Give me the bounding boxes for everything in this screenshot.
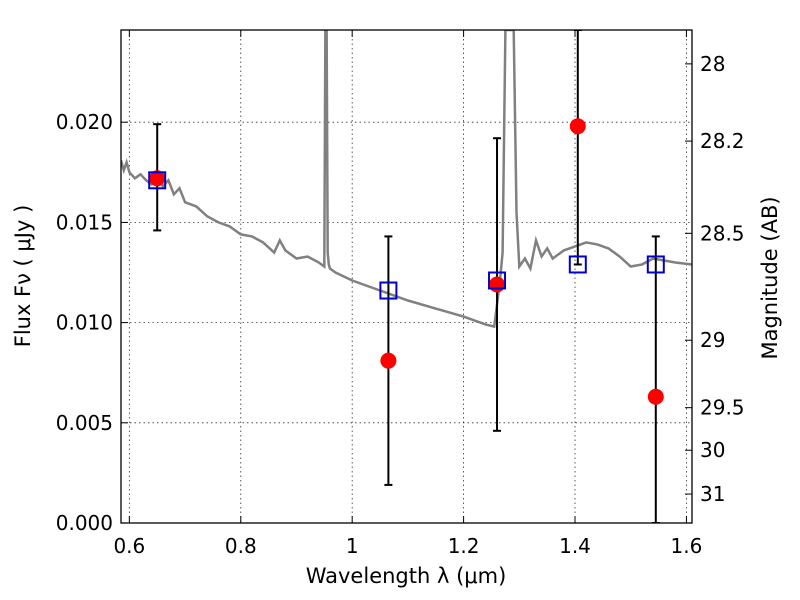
y-tick-label: 0.020 — [56, 110, 113, 134]
y2-tick-label: 28.2 — [700, 129, 745, 153]
y2-tick-labels: 28 28.2 28.5 29 29.5 30 31 — [700, 52, 745, 506]
y-tick-labels: 0.000 0.005 0.010 0.015 0.020 — [56, 110, 113, 535]
x-tick-label: 1.2 — [448, 534, 480, 558]
y2-tick-label: 28 — [700, 52, 725, 76]
model-flux-square — [646, 255, 665, 274]
plot-area — [121, 30, 692, 523]
x-tick-labels: 0.6 0.8 1 1.2 1.4 1.6 — [113, 534, 702, 558]
y-tick-label: 0.015 — [56, 210, 113, 234]
y2-tick-label: 28.5 — [700, 221, 745, 245]
axis-ticks — [121, 30, 692, 524]
x-tick-label: 1 — [346, 534, 359, 558]
y2-axis-label: Magnitude (AB) — [758, 196, 782, 359]
x-tick-label: 1.4 — [559, 534, 591, 558]
observed-flux-point — [647, 388, 664, 405]
y-axis-label: Flux Fν ( μJy ) — [11, 205, 35, 348]
plot-frame — [120, 29, 693, 524]
model-flux-squares — [148, 171, 665, 300]
model-flux-square — [379, 281, 398, 300]
model-flux-square — [148, 171, 167, 190]
x-tick-label: 1.6 — [671, 534, 703, 558]
y2-tick-label: 31 — [700, 482, 725, 506]
y-tick-label: 0.000 — [56, 511, 113, 535]
model-flux-square — [488, 271, 507, 290]
grid-lines — [121, 30, 692, 524]
error-bar — [573, 30, 582, 266]
y-tick-label: 0.005 — [56, 411, 113, 435]
observed-flux-point — [380, 352, 397, 369]
observed-flux-point — [489, 276, 506, 293]
observed-flux-point — [569, 118, 586, 135]
error-bar — [651, 235, 660, 523]
error-bars — [153, 30, 660, 523]
x-axis-label: Wavelength λ (μm) — [306, 564, 507, 588]
model-flux-square — [568, 255, 587, 274]
y2-tick-label: 30 — [700, 438, 725, 462]
observed-flux-point — [149, 170, 166, 187]
x-tick-label: 0.6 — [113, 534, 145, 558]
y2-tick-label: 29 — [700, 328, 725, 352]
sed-model-line — [121, 30, 692, 329]
y-tick-label: 0.010 — [56, 311, 113, 335]
y2-tick-label: 29.5 — [700, 396, 745, 420]
x-tick-label: 0.8 — [225, 534, 257, 558]
